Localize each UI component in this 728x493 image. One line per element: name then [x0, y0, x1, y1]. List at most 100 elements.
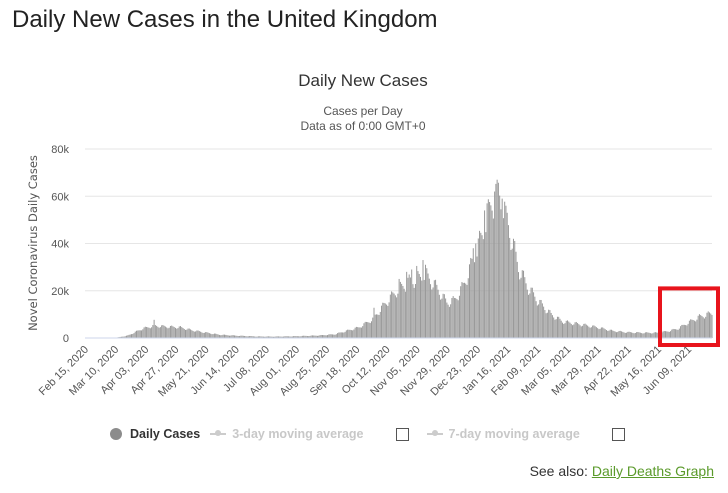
daily-cases-bar — [497, 182, 499, 338]
daily-cases-bar — [587, 325, 589, 338]
daily-cases-bar — [171, 325, 173, 338]
daily-cases-bar — [551, 315, 553, 338]
daily-cases-bar — [623, 332, 625, 338]
daily-cases-bar — [656, 332, 658, 338]
daily-cases-bar — [682, 324, 684, 338]
y-tick-label: 80k — [51, 144, 69, 156]
daily-cases-bar — [197, 330, 199, 338]
daily-cases-bar — [294, 336, 296, 338]
daily-cases-bar — [151, 327, 153, 338]
daily-cases-bar — [152, 325, 154, 338]
daily-cases-bar — [672, 328, 674, 338]
see-also-label: See also: — [529, 463, 588, 479]
daily-cases-bar — [418, 273, 420, 338]
daily-cases-bar — [468, 264, 470, 338]
daily-cases-bar — [511, 248, 513, 338]
legend-label-3day: 3-day moving average — [232, 427, 364, 441]
daily-cases-bar — [626, 332, 628, 338]
daily-cases-bar — [345, 330, 347, 338]
daily-cases-bar — [352, 330, 354, 338]
checkbox-7-day-average[interactable] — [611, 427, 625, 441]
legend-item-daily-cases[interactable]: Daily Cases — [110, 427, 200, 441]
daily-cases-bar — [432, 287, 434, 338]
daily-cases-bar — [584, 323, 586, 338]
daily-cases-bar — [293, 336, 295, 338]
daily-cases-bar — [563, 323, 565, 338]
daily-cases-bar — [603, 328, 605, 338]
legend-item-3-day-average[interactable]: 3-day moving average — [210, 427, 364, 441]
daily-cases-bar — [482, 239, 484, 338]
daily-cases-bar — [280, 336, 282, 338]
daily-cases-bar — [259, 336, 261, 338]
daily-cases-bar — [438, 294, 440, 338]
legend-label-daily: Daily Cases — [130, 427, 201, 441]
daily-cases-bar — [568, 321, 570, 338]
daily-cases-bar — [134, 331, 136, 338]
daily-cases-bar — [708, 312, 710, 338]
daily-cases-bar — [309, 335, 311, 338]
daily-cases-bar — [531, 287, 533, 338]
daily-cases-bar — [323, 335, 325, 338]
daily-cases-bar — [141, 330, 143, 338]
daily-cases-bar — [499, 195, 501, 338]
daily-cases-bar — [487, 199, 489, 338]
daily-cases-bar — [594, 326, 596, 338]
daily-cases-bar — [382, 302, 384, 338]
daily-cases-bar — [671, 329, 673, 338]
daily-cases-bar — [519, 279, 521, 338]
grid-lines — [85, 148, 712, 339]
daily-cases-bar — [289, 336, 291, 338]
daily-cases-bar — [130, 334, 132, 338]
daily-cases-bar — [440, 299, 442, 338]
daily-cases-bar — [329, 334, 331, 338]
checkbox-3-day-average[interactable] — [395, 427, 409, 441]
daily-cases-bar — [230, 335, 232, 338]
daily-cases-bar — [159, 327, 161, 338]
daily-cases-bar — [153, 319, 155, 338]
daily-cases-bar — [250, 336, 252, 338]
daily-cases-bar — [266, 336, 268, 338]
daily-cases-bar — [261, 336, 263, 338]
daily-cases-bar — [344, 331, 346, 338]
daily-cases-bar — [678, 328, 680, 338]
daily-cases-bar — [146, 326, 148, 338]
daily-cases-bar — [132, 333, 134, 338]
daily-cases-bar — [543, 306, 545, 338]
chart: Daily New Cases Cases per Day Data as of… — [26, 71, 720, 399]
daily-cases-bar — [546, 312, 548, 338]
daily-cases-bar — [556, 316, 558, 338]
daily-cases-bar — [187, 328, 189, 338]
daily-cases-bar — [370, 321, 372, 338]
daily-cases-bar — [560, 320, 562, 338]
daily-cases-bar — [377, 314, 379, 338]
daily-cases-bar — [249, 336, 251, 338]
daily-cases-bar — [237, 336, 239, 338]
legend-item-7-day-average[interactable]: 7-day moving average — [426, 427, 580, 441]
daily-cases-bar — [627, 331, 629, 338]
daily-cases-bar — [648, 332, 650, 338]
daily-cases-bar — [437, 289, 439, 338]
daily-cases-bar — [365, 321, 367, 338]
daily-cases-bar — [561, 322, 563, 338]
daily-cases-bar — [267, 336, 269, 338]
daily-cases-bar — [166, 327, 168, 338]
daily-cases-bar — [451, 298, 453, 338]
daily-cases-bar — [413, 287, 415, 338]
daily-deaths-link[interactable]: Daily Deaths Graph — [591, 463, 714, 479]
daily-cases-bar — [638, 332, 640, 338]
daily-cases-bar — [164, 326, 166, 338]
daily-cases-bar — [149, 328, 151, 338]
y-tick-labels: 0 20k 40k 60k 80k — [51, 144, 69, 345]
daily-cases-bar — [711, 314, 713, 338]
daily-cases-bar — [368, 322, 370, 338]
daily-cases-bar — [252, 336, 254, 338]
daily-cases-bar — [622, 331, 624, 338]
daily-cases-bar — [303, 335, 305, 338]
daily-cases-bar — [122, 336, 124, 338]
daily-cases-bar — [632, 332, 634, 338]
daily-cases-bar — [637, 331, 639, 338]
y-axis-label: Novel Coronavirus Daily Cases — [26, 155, 40, 331]
daily-cases-bar — [220, 335, 222, 338]
daily-cases-bar — [255, 336, 257, 338]
daily-cases-bar — [234, 335, 236, 338]
